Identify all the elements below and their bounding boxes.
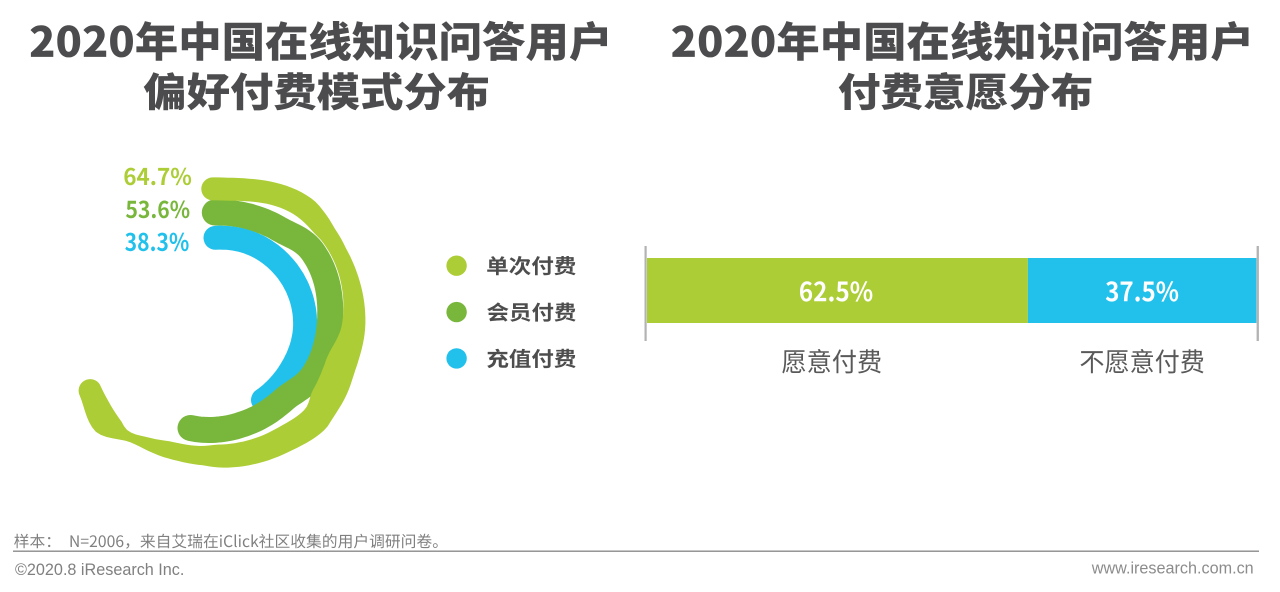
svg-text:©2020.8 iResearch Inc.: ©2020.8 iResearch Inc. — [15, 561, 184, 579]
svg-text:www.iresearch.com.cn: www.iresearch.com.cn — [1091, 560, 1254, 578]
